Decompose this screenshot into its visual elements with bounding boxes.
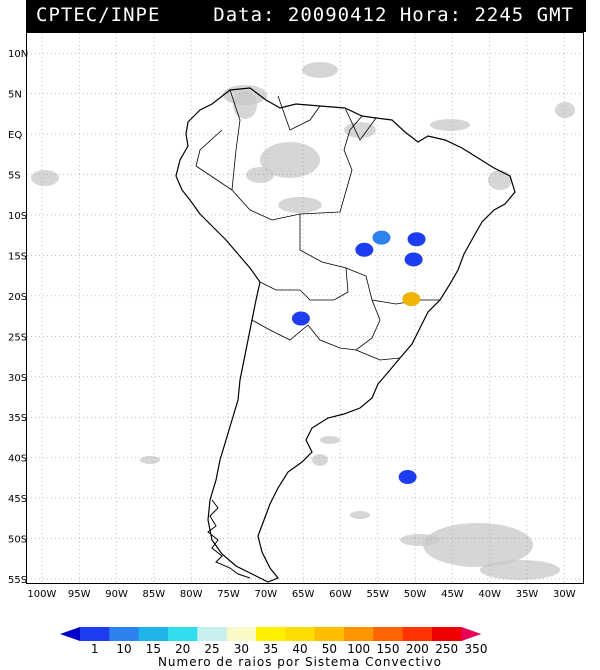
scale-swatch	[197, 627, 228, 641]
scale-tick-label: 100	[347, 642, 370, 656]
lat-lon-grid	[27, 33, 583, 583]
convective-system	[372, 230, 391, 245]
scale-tick-label: 25	[204, 642, 219, 656]
cloud-patch	[31, 170, 59, 186]
lon-label: 90W	[105, 589, 128, 600]
lon-label: 75W	[217, 589, 240, 600]
lon-label: 30W	[553, 589, 576, 600]
cloud-patch	[302, 62, 338, 78]
cloud-patch	[480, 560, 560, 580]
scale-swatch	[432, 627, 462, 641]
lat-label: 45S	[8, 494, 27, 505]
lon-label: 35W	[516, 589, 539, 600]
lat-label: 15S	[8, 251, 27, 262]
scale-swatch	[344, 627, 374, 641]
scale-tick-label: 15	[146, 642, 161, 656]
cloud-patch	[350, 511, 370, 519]
cloud-patch	[246, 167, 274, 183]
cloud-patch	[140, 456, 160, 464]
cloud-patch	[312, 454, 328, 466]
scale-swatch	[168, 627, 198, 641]
lat-label: 50S	[8, 535, 27, 546]
cloud-patch	[233, 91, 257, 119]
map-frame	[26, 32, 584, 584]
cloud-patch	[400, 534, 440, 546]
convective-system	[402, 292, 421, 307]
date-time-label: Data: 20090412 Hora: 2245 GMT	[213, 4, 574, 26]
lat-label: 25S	[8, 332, 27, 343]
lon-label: 85W	[143, 589, 166, 600]
lon-label: 45W	[441, 589, 464, 600]
lon-label: 100W	[27, 589, 56, 600]
lon-label: 55W	[366, 589, 389, 600]
scale-tick-label: 35	[263, 642, 278, 656]
lat-label: 40S	[8, 454, 27, 465]
scale-swatch	[285, 627, 316, 641]
latitude-labels: 10N 5N EQ 5S 10S 15S 20S 25S 30S 35S 40S 45S 50S 55S	[8, 49, 28, 586]
scale-tick-label: 20	[175, 642, 190, 656]
scale-tick-label: 350	[465, 642, 488, 656]
scale-swatch	[138, 627, 169, 641]
lat-label: 10N	[8, 49, 28, 60]
lon-label: 70W	[255, 589, 278, 600]
lon-label: 50W	[404, 589, 427, 600]
lat-label: 30S	[8, 373, 27, 384]
color-scale-bar: 1 10 15 20 25 30 35 40 50 100 150 200 250 350	[60, 627, 487, 656]
scale-tick-label: 200	[406, 642, 429, 656]
scale-caption: Numero de raios por Sistema Convectivo	[157, 655, 443, 669]
lon-label: 80W	[180, 589, 203, 600]
cloud-patch	[423, 523, 533, 567]
lon-label: 60W	[329, 589, 352, 600]
lat-label: 5N	[8, 90, 22, 101]
scale-tick-label: 40	[292, 642, 307, 656]
lon-label: 65W	[292, 589, 315, 600]
scale-swatch	[109, 627, 140, 641]
lat-label: 35S	[8, 413, 27, 424]
lat-label: 10S	[8, 211, 27, 222]
convective-system	[407, 232, 426, 247]
scale-arrow-left	[60, 627, 80, 641]
scale-swatch	[80, 627, 110, 641]
lon-label: 95W	[68, 589, 91, 600]
cloud-patch	[555, 102, 575, 118]
scale-swatch	[226, 627, 257, 641]
convective-system	[291, 311, 310, 326]
lat-label: 55S	[8, 575, 27, 586]
convective-system	[355, 242, 374, 257]
scale-tick-label: 30	[234, 642, 249, 656]
scale-tick-label: 1	[91, 642, 99, 656]
map-header: CPTEC/INPE Data: 20090412 Hora: 2245 GMT	[26, 0, 586, 32]
cloud-patch	[430, 119, 470, 131]
convective-system	[398, 470, 417, 485]
scale-tick-label: 150	[377, 642, 400, 656]
scale-tick-label: 250	[435, 642, 458, 656]
lat-label: 5S	[8, 171, 21, 182]
south-america-outline	[175, 87, 516, 583]
scale-swatch	[314, 627, 345, 641]
convective-system	[404, 252, 423, 267]
scale-swatch	[256, 627, 286, 641]
lat-label: 20S	[8, 292, 27, 303]
scale-arrow-right	[461, 627, 482, 641]
lon-label: 40W	[478, 589, 501, 600]
scale-swatch	[402, 627, 433, 641]
cloud-patch	[260, 142, 320, 178]
lat-label: EQ	[8, 130, 22, 141]
scale-swatch	[373, 627, 404, 641]
scale-tick-label: 50	[322, 642, 337, 656]
scale-tick-label: 10	[116, 642, 131, 656]
longitude-labels: 100W 95W 90W 85W 80W 75W 70W 65W 60W 55W 50W 45W 40W…	[27, 589, 575, 600]
cloud-patch	[488, 170, 512, 190]
cloud-patch	[278, 197, 322, 213]
source-title: CPTEC/INPE	[36, 4, 161, 26]
convective-systems	[291, 230, 426, 485]
cloud-patch	[320, 436, 340, 444]
continent-outline	[175, 87, 516, 583]
chile-coast-islands	[207, 499, 251, 579]
